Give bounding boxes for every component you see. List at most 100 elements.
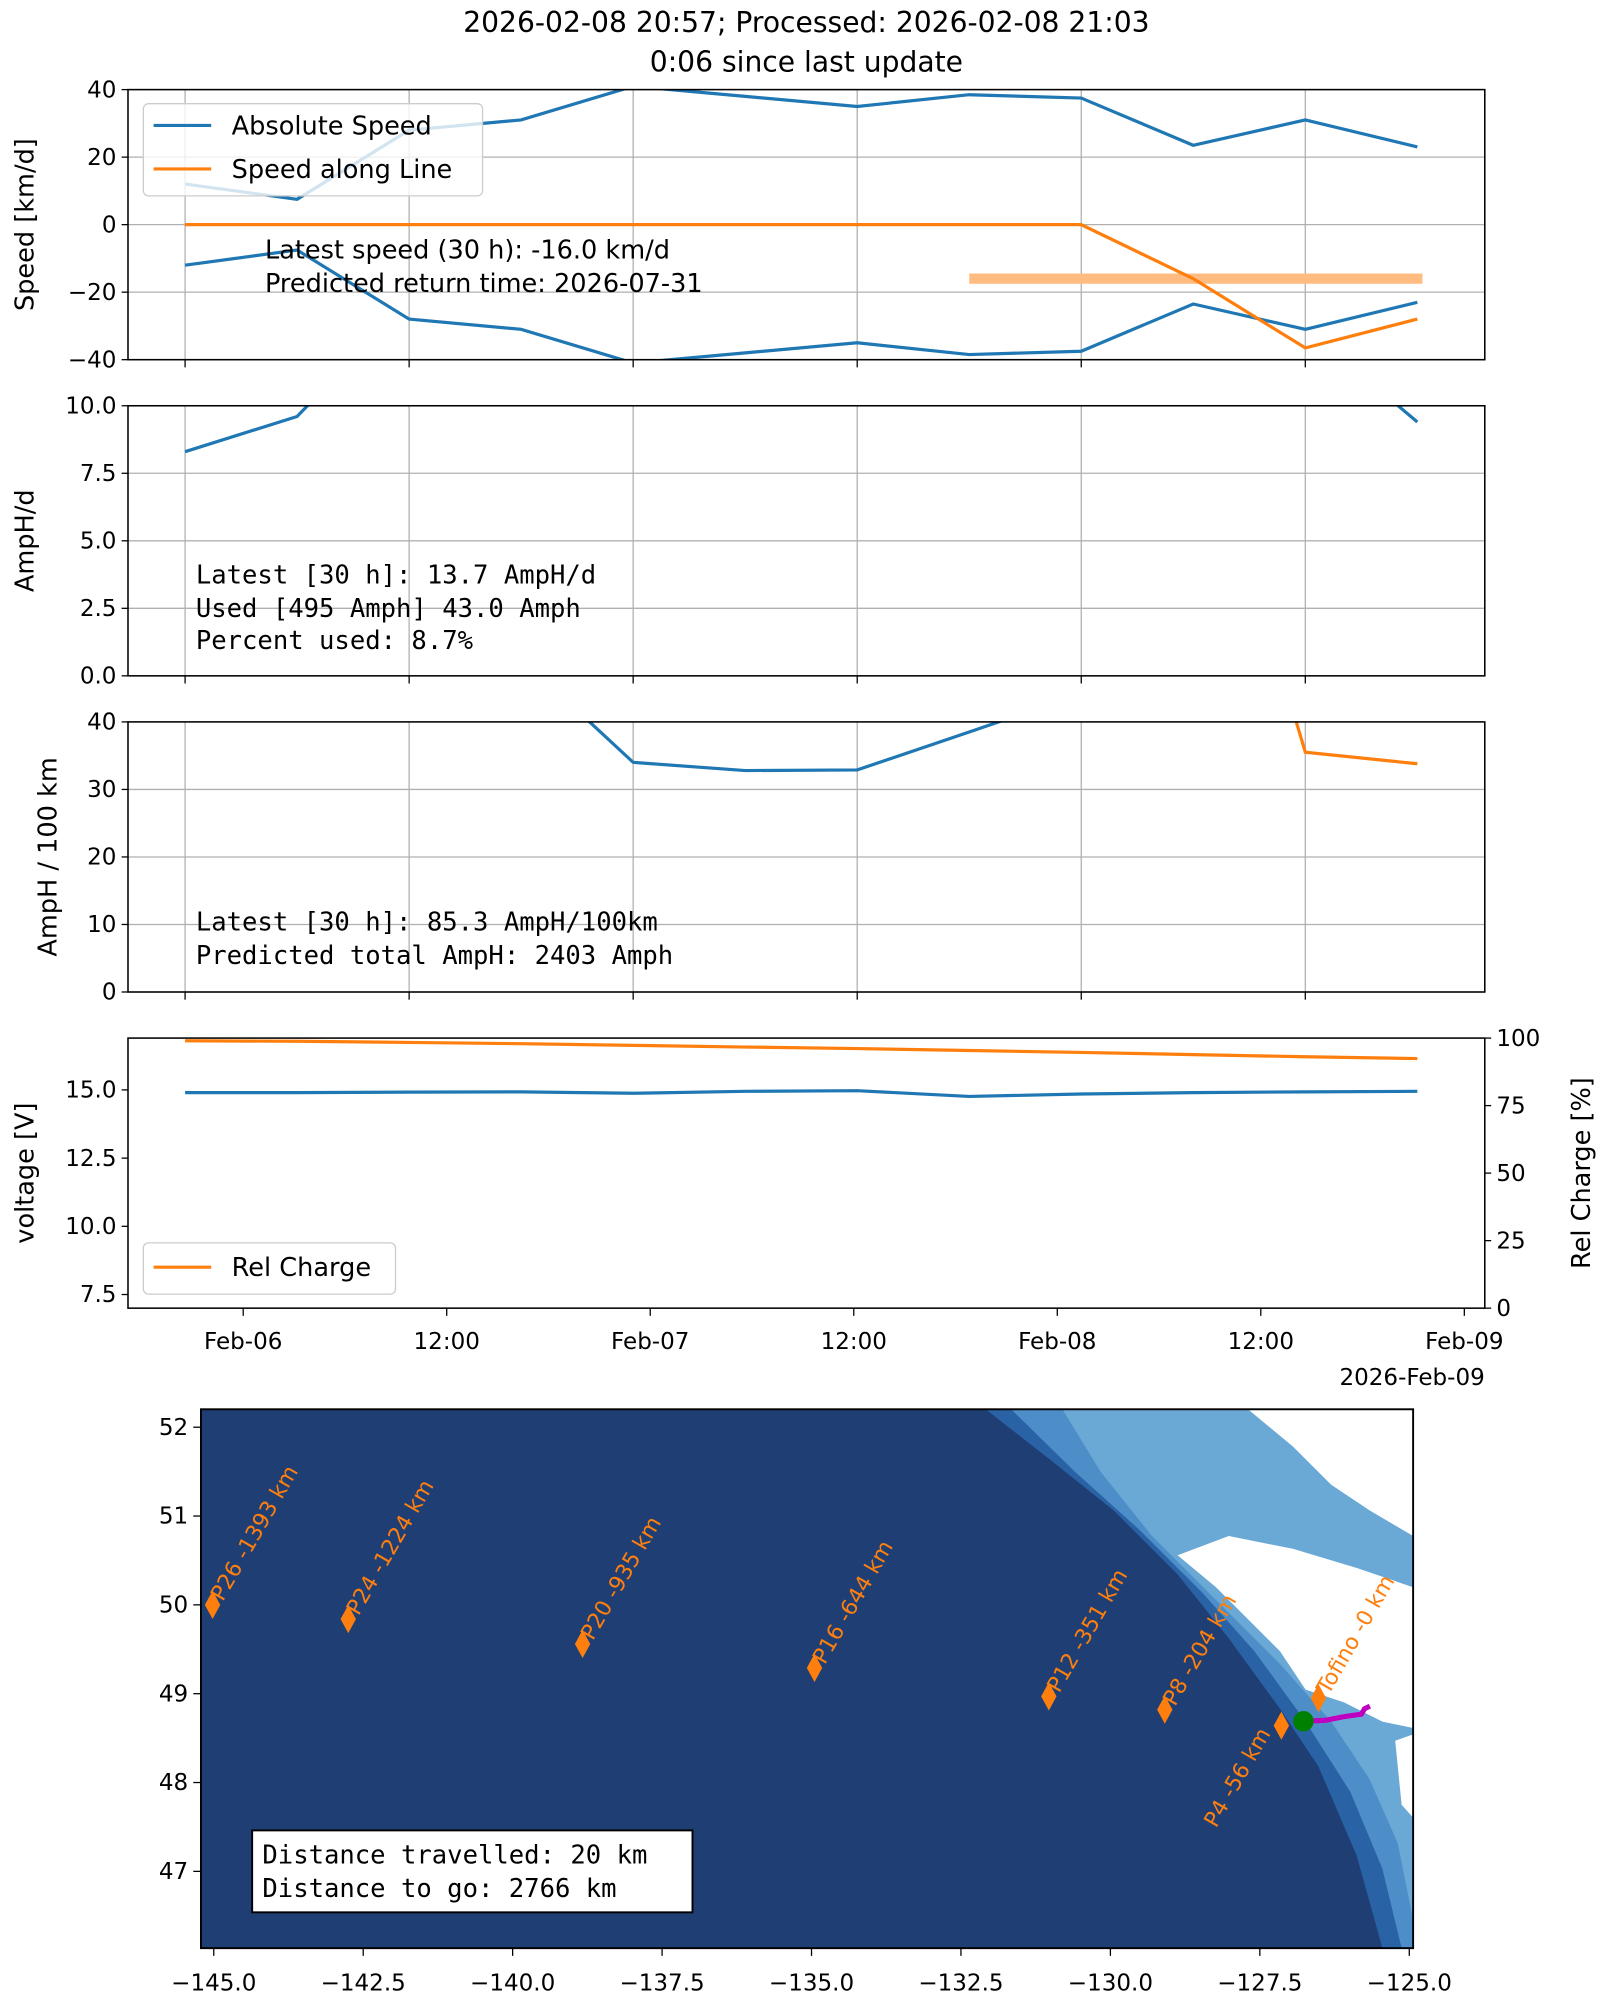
current-position-icon	[1293, 1710, 1314, 1732]
map-y-tick-label: 50	[159, 1593, 188, 1619]
y-tick-label: 10.0	[65, 1214, 116, 1240]
time-series-panels: 40 20 0 −20 −40 Speed [km/d] 10.0 7.5 5.0 2.5 0.0 A…	[10, 77, 1596, 1355]
series-0-line	[184, 405, 310, 454]
y-tick-label: 0	[102, 212, 117, 238]
plot-area	[184, 405, 1419, 454]
waypoint-marker-icon	[204, 1590, 221, 1619]
y-tick-label: 2.5	[80, 596, 117, 622]
map-x-tick-label: −142.5	[321, 1970, 406, 1996]
distance-travelled: Distance travelled: 20 km	[262, 1841, 647, 1871]
y-tick-label: 0	[102, 980, 117, 1006]
y-axis-label: AmpH/d	[10, 489, 40, 592]
legend-rel-charge: Rel Charge	[232, 1253, 371, 1283]
map-x-tick-label: −130.0	[1068, 1970, 1153, 1996]
plot-area	[587, 721, 1418, 773]
x-tick-label: Feb-08	[1018, 1329, 1096, 1355]
y-axis-label: AmpH / 100 km	[33, 757, 63, 956]
plot-area	[185, 1039, 1418, 1099]
waypoint-marker-icon	[1041, 1682, 1057, 1711]
map-frame	[199, 1408, 1415, 1950]
map-x-tick-label: −125.0	[1367, 1970, 1452, 1996]
legend-speed-along-line: Speed along Line	[232, 155, 453, 185]
x-tick-label: 12:00	[821, 1329, 887, 1355]
y-tick-label: 40	[87, 710, 116, 736]
y-tick-label: 12.5	[65, 1146, 116, 1172]
map-y-tick-label: 48	[159, 1770, 188, 1796]
y-tick-label: −20	[68, 280, 117, 306]
map-x-tick-label: −135.0	[769, 1970, 854, 1996]
series-0-line	[1395, 405, 1419, 424]
panel-1: 40 20 0 −20 −40 Speed [km/d]	[10, 77, 1486, 373]
y-tick-label: 7.5	[80, 461, 117, 487]
amph-latest: Latest [30 h]: 13.7 AmpH/d	[196, 561, 596, 591]
y-tick-label: 10.0	[65, 393, 116, 419]
map-y-tick-label: 47	[159, 1859, 188, 1885]
y-right-tick-label: 100	[1496, 1026, 1540, 1052]
x-tick-label: Feb-09	[1425, 1329, 1503, 1355]
amph100-predicted: Predicted total AmpH: 2403 Amph	[196, 941, 673, 971]
amph-used: Used [495 Amph] 43.0 Amph	[196, 594, 581, 624]
y-tick-label: 20	[87, 145, 116, 171]
map-x-tick-label: −140.0	[470, 1970, 555, 1996]
amph-percent: Percent used: 8.7%	[196, 626, 473, 656]
speed-legend: Absolute Speed Speed along Line	[142, 103, 484, 197]
y-axis-label: Speed [km/d]	[10, 138, 40, 311]
panel-2: 10.0 7.5 5.0 2.5 0.0 AmpH/d	[10, 393, 1486, 690]
waypoint-marker-icon	[340, 1604, 356, 1634]
axes-frame	[127, 88, 1486, 361]
charge-legend: Rel Charge	[142, 1242, 397, 1295]
figure-title-line1: 2026-02-08 20:57; Processed: 2026-02-08 …	[463, 6, 1149, 39]
map-x-tick-label: −145.0	[171, 1970, 256, 1996]
panel-3: 40 30 20 10 0 AmpH / 100 km	[33, 710, 1486, 1006]
figure-title-line2: 0:06 since last update	[650, 46, 963, 79]
y-axis-label: voltage [V]	[10, 1103, 40, 1244]
legend-absolute-speed: Absolute Speed	[232, 111, 432, 141]
y-tick-label: 7.5	[80, 1282, 117, 1308]
y-right-axis-label: Rel Charge [%]	[1567, 1077, 1597, 1269]
y-tick-label: 15.0	[65, 1078, 116, 1104]
y-right-tick-label: 50	[1496, 1161, 1525, 1187]
map-y-tick-label: 52	[159, 1415, 188, 1441]
axes-frame	[127, 721, 1486, 993]
rel-charge-line	[185, 1039, 1418, 1061]
map-x-tick-label: −127.5	[1217, 1970, 1302, 1996]
absolute-speed-line	[184, 248, 1418, 360]
x-tick-label: Feb-06	[204, 1329, 282, 1355]
y-right-tick-label: 75	[1496, 1093, 1525, 1119]
axes-frame	[127, 404, 1486, 677]
x-offset-label: 2026-Feb-09	[1339, 1365, 1484, 1391]
predicted-return-annotation: Predicted return time: 2026-07-31	[265, 269, 703, 299]
y-tick-label: 5.0	[80, 528, 117, 554]
waypoint-marker-icon	[1310, 1684, 1327, 1713]
latest-speed-annotation: Latest speed (30 h): -16.0 km/d	[265, 236, 670, 266]
x-tick-label: 12:00	[414, 1329, 480, 1355]
glider-track	[1303, 1703, 1372, 1724]
map-y-tick-label: 49	[159, 1681, 188, 1707]
map-y-tick-label: 51	[159, 1504, 188, 1530]
map-x-tick-label: −137.5	[619, 1970, 704, 1996]
speed-along-line-line	[185, 223, 1418, 350]
series-0-line	[185, 1089, 1418, 1099]
series-1-line	[1294, 721, 1418, 766]
map-info-box: Distance travelled: 20 km Distance to go…	[251, 1829, 694, 1914]
y-tick-label: 0.0	[80, 664, 117, 690]
y-tick-label: 10	[87, 912, 116, 938]
series-0-line	[587, 721, 1004, 773]
y-right-tick-label: 0	[1496, 1296, 1511, 1322]
x-tick-label: Feb-07	[611, 1329, 689, 1355]
distance-to-go: Distance to go: 2766 km	[262, 1874, 616, 1904]
y-tick-label: 40	[87, 77, 116, 103]
y-right-tick-label: 25	[1496, 1228, 1525, 1254]
y-tick-label: 20	[87, 845, 116, 871]
shelf-shallow	[1062, 1409, 1414, 1920]
y-tick-label: 30	[87, 777, 116, 803]
y-tick-label: −40	[68, 347, 117, 373]
map-x-tick-label: −132.5	[918, 1970, 1003, 1996]
land-vancouver-island	[1177, 1536, 1414, 1728]
land-washington	[1395, 1734, 1414, 1818]
x-tick-label: 12:00	[1228, 1329, 1294, 1355]
panel-4: 15.0 12.5 10.0 7.5 voltage [V] Feb-06 12:00 Feb…	[10, 1026, 1596, 1355]
land-mainland	[1248, 1409, 1414, 1536]
amph100-latest: Latest [30 h]: 85.3 AmpH/100km	[196, 908, 658, 938]
